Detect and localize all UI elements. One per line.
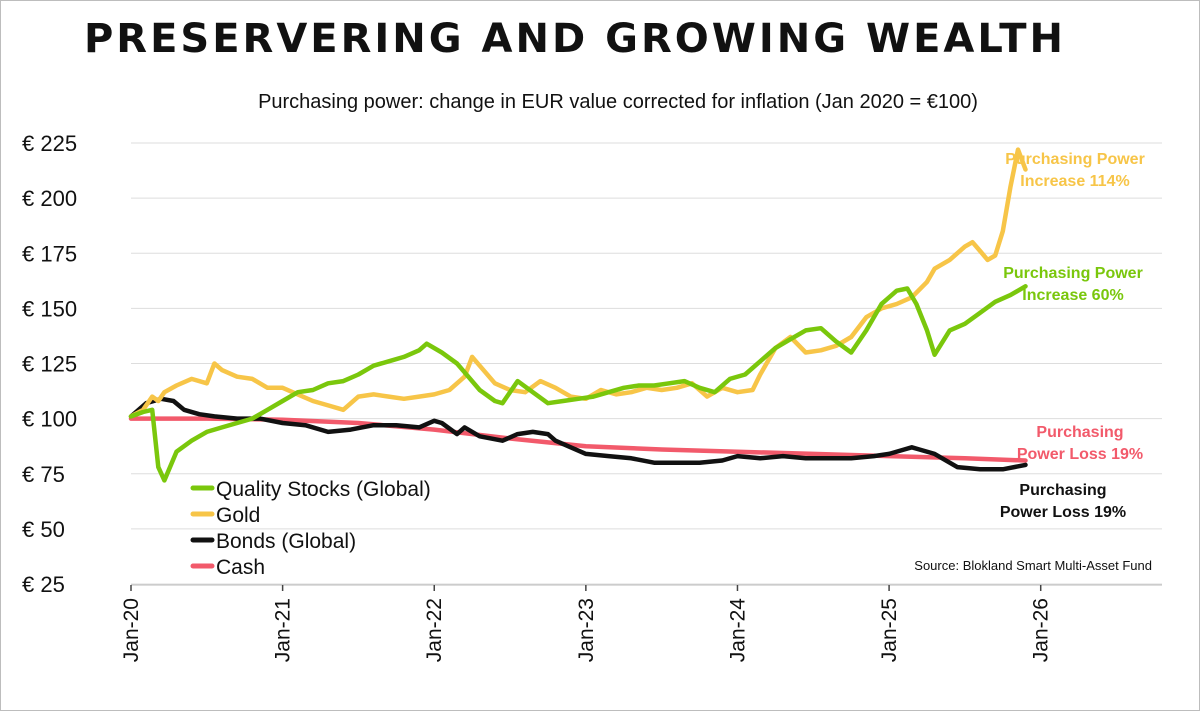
chart-title: PRESERVERING AND GROWING WEALTH — [84, 16, 1066, 62]
annotation-line: Power Loss 19% — [1017, 446, 1143, 463]
annotation-line: Purchasing Power — [1003, 265, 1143, 282]
annotation-bonds-global: Purchasing Power Loss 19% — [1000, 482, 1126, 521]
chart-subtitle: Purchasing power: change in EUR value co… — [258, 91, 978, 113]
y-tick-label: € 75 — [22, 462, 65, 487]
annotation-line: Power Loss 19% — [1000, 504, 1126, 521]
legend-label-bonds-global: Bonds (Global) — [216, 530, 356, 553]
x-tick-label: Jan-25 — [878, 598, 901, 662]
x-tick-label: Jan-22 — [423, 598, 446, 662]
y-tick-label: € 25 — [22, 572, 65, 597]
x-axis: Jan-20 Jan-21 Jan-22 Jan-23 Jan-24 Jan-25 Jan-… — [120, 584, 1162, 663]
source-note: Source: Blokland Smart Multi-Asset Fund — [914, 558, 1152, 573]
annotation-cash: Purchasing Power Loss 19% — [1017, 424, 1143, 463]
annotation-line: Purchasing Power — [1005, 151, 1145, 168]
annotation-line: Increase 60% — [1022, 287, 1123, 304]
annotation-quality-stocks-global: Purchasing Power Increase 60% — [1003, 265, 1143, 304]
legend-label-quality-stocks-global: Quality Stocks (Global) — [216, 478, 431, 501]
y-tick-label: € 50 — [22, 517, 65, 542]
x-tick-label: Jan-24 — [726, 598, 749, 663]
y-tick-label: € 125 — [22, 352, 77, 377]
legend: Quality Stocks (Global) Gold Bonds (Global… — [190, 478, 431, 579]
annotations: Purchasing Power Increase 114%Purchasing … — [1000, 151, 1145, 521]
x-tick-label: Jan-26 — [1030, 598, 1053, 662]
y-tick-label: € 200 — [22, 186, 77, 211]
series-lines — [128, 147, 1028, 483]
series-line-bonds-global — [128, 396, 1028, 472]
y-tick-label: € 225 — [22, 131, 77, 156]
legend-label-cash: Cash — [216, 556, 265, 579]
annotation-line: Purchasing — [1019, 482, 1106, 499]
annotation-line: Purchasing — [1036, 424, 1123, 441]
y-tick-label: € 150 — [22, 296, 77, 321]
y-axis: € 225 € 200 € 175 € 150 € 125 € 100 € 75 € 50 € … — [22, 131, 77, 597]
gridlines — [131, 142, 1162, 585]
x-tick-label: Jan-21 — [272, 598, 295, 662]
series-line-gold — [128, 147, 1028, 419]
x-tick-label: Jan-23 — [575, 598, 598, 662]
annotation-gold: Purchasing Power Increase 114% — [1005, 151, 1145, 190]
y-tick-label: € 100 — [22, 407, 77, 432]
legend-label-gold: Gold — [216, 504, 260, 527]
annotation-line: Increase 114% — [1020, 173, 1129, 190]
series-line-quality-stocks-global — [128, 284, 1028, 483]
y-tick-label: € 175 — [22, 241, 77, 266]
x-tick-label: Jan-20 — [120, 598, 143, 662]
